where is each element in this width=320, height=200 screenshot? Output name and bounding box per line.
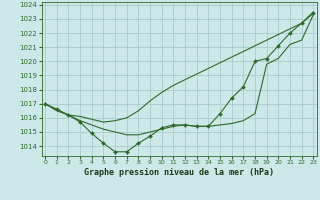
- X-axis label: Graphe pression niveau de la mer (hPa): Graphe pression niveau de la mer (hPa): [84, 168, 274, 177]
